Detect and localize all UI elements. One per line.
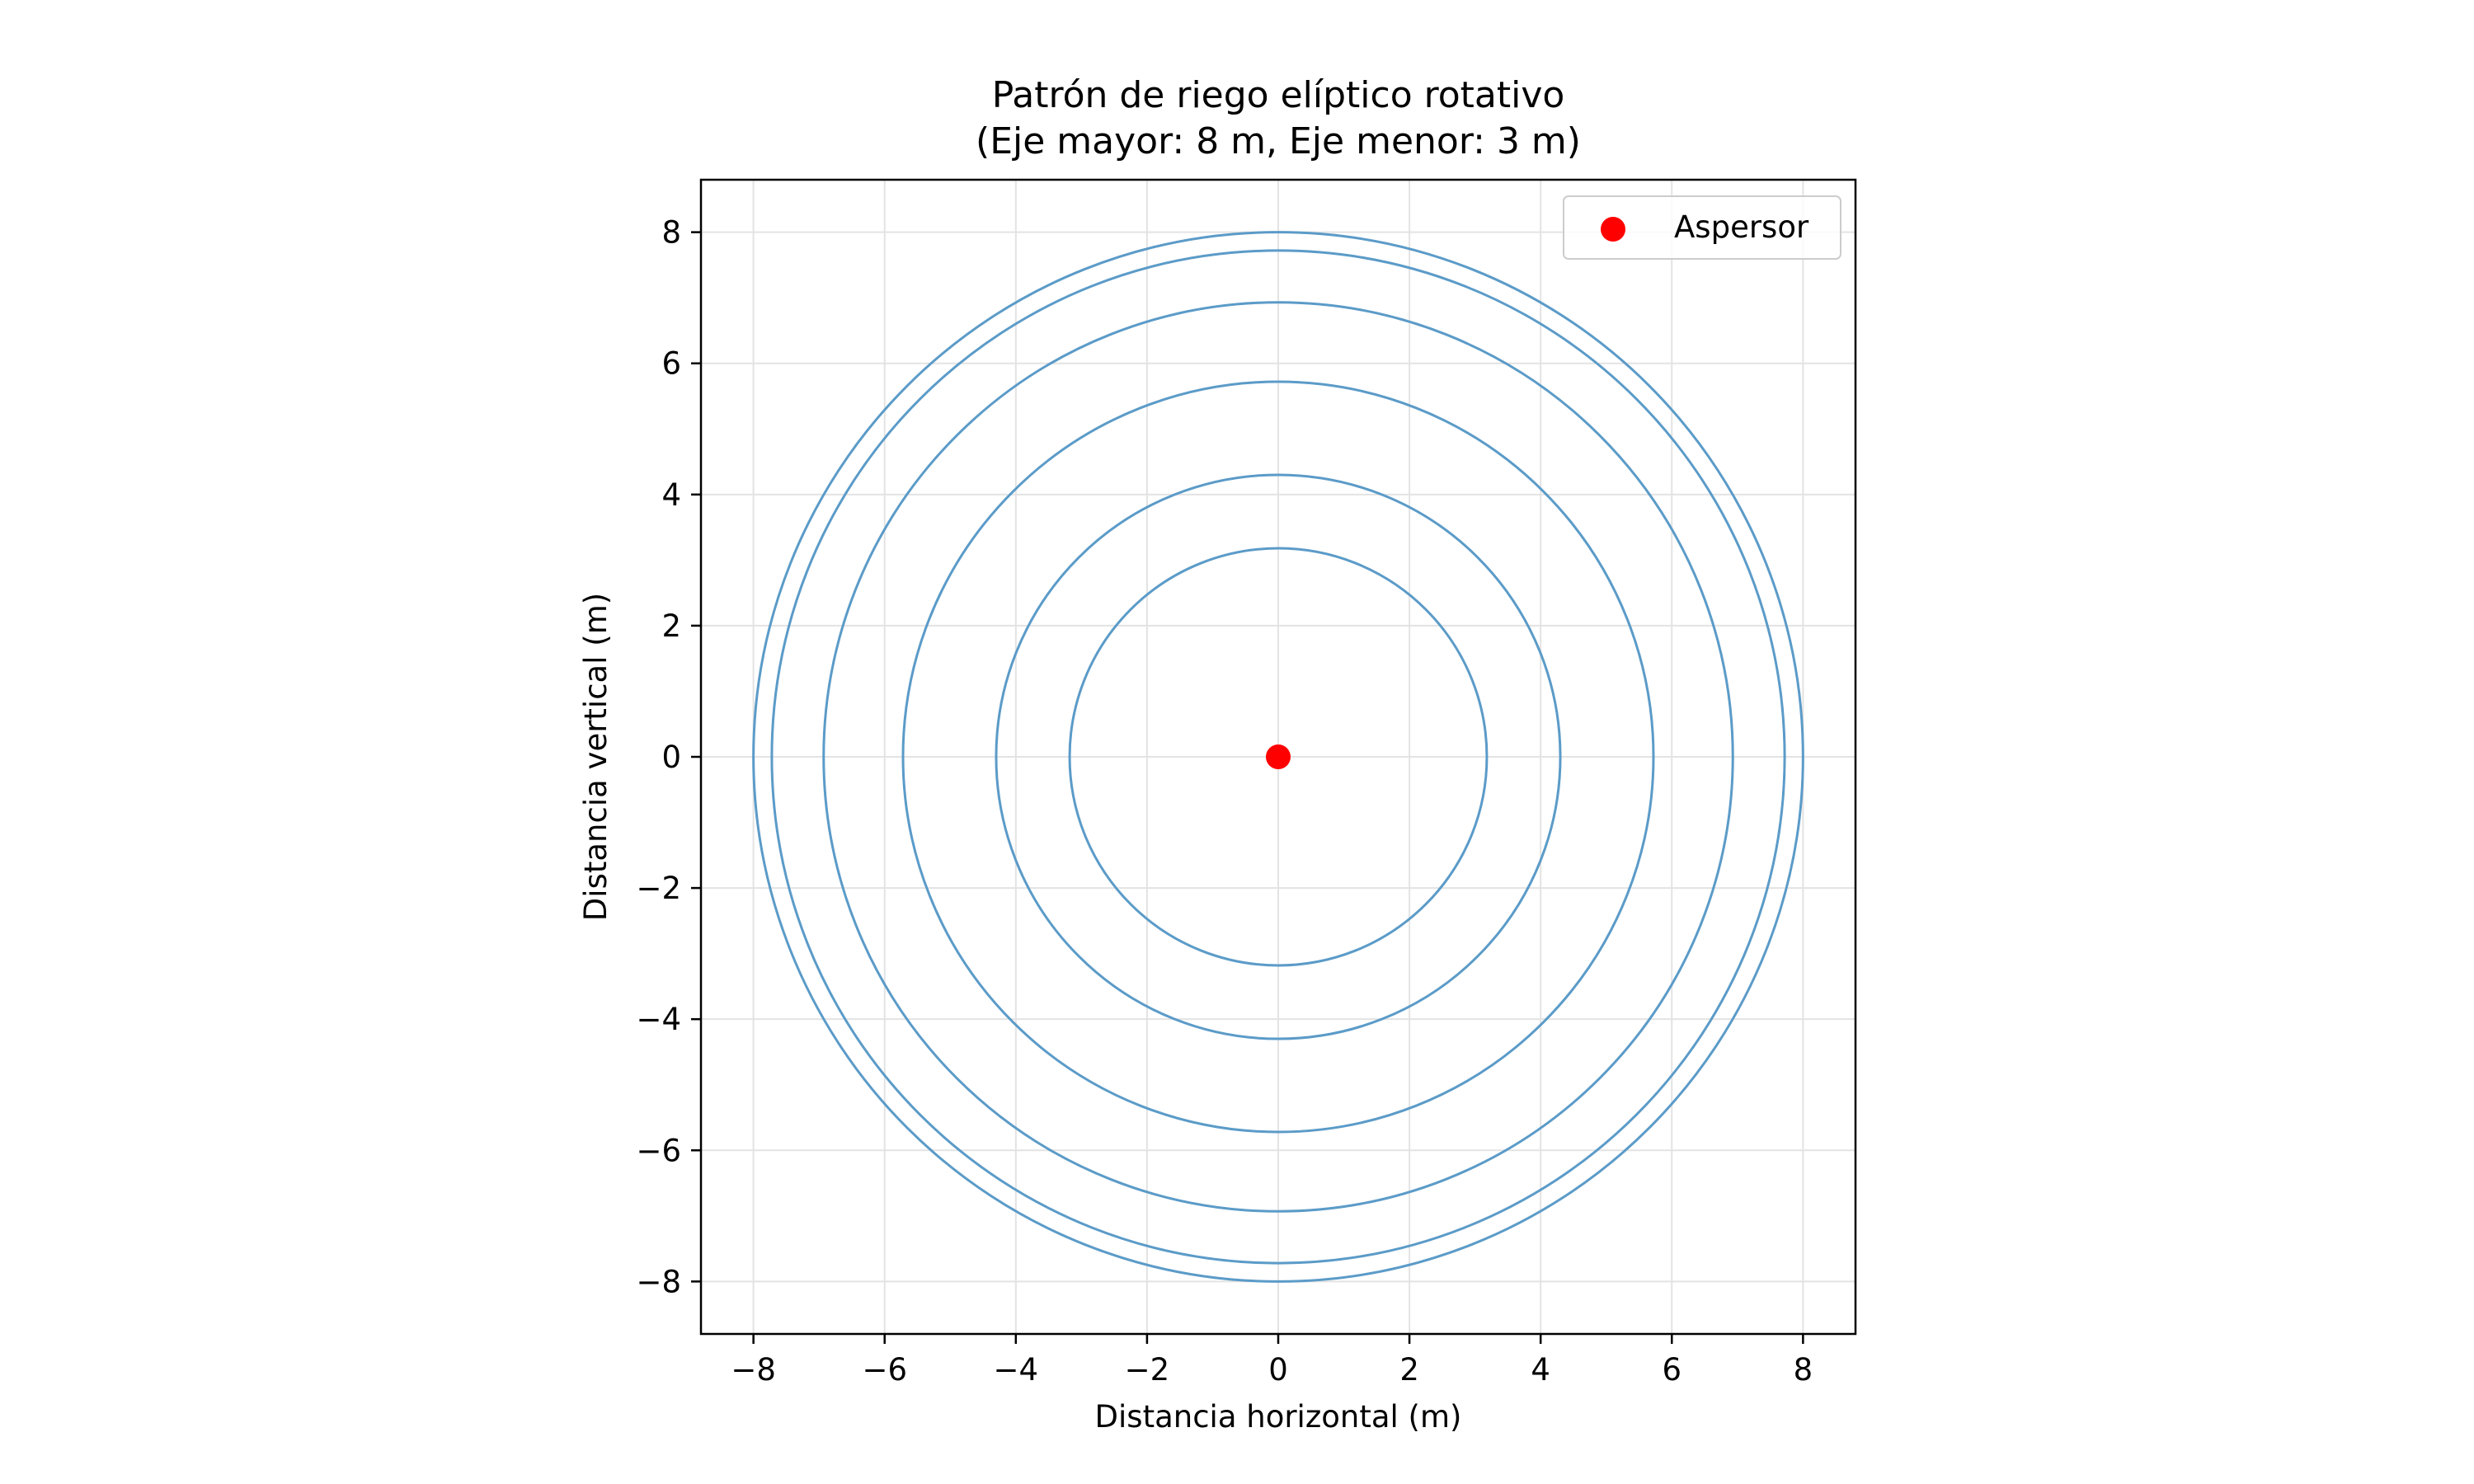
- series-circle: [901, 380, 1655, 1134]
- y-tick-label: −8: [636, 1264, 681, 1299]
- series-circle: [752, 231, 1804, 1283]
- legend: Aspersor: [1563, 195, 1841, 260]
- series-circle: [822, 301, 1734, 1213]
- y-tick-label: −4: [636, 1002, 681, 1037]
- legend-box: [1563, 195, 1841, 260]
- y-tick-label: 6: [661, 346, 681, 382]
- series-circle: [995, 473, 1562, 1040]
- x-axis-label: Distancia horizontal (m): [1095, 1399, 1462, 1435]
- y-tick-label: 0: [661, 740, 681, 775]
- data-point-aspersor: [1266, 744, 1291, 769]
- legend-label-aspersor: Aspersor: [1674, 209, 1809, 245]
- series-circle: [770, 249, 1786, 1265]
- x-tick-label: 0: [1268, 1352, 1288, 1388]
- x-axis-ticks: −8 −6 −4 −2 0 2 4 6 8: [731, 1334, 1813, 1388]
- y-tick-label: 4: [661, 477, 681, 513]
- x-tick-label: 4: [1531, 1352, 1550, 1388]
- series-circles: [752, 231, 1804, 1283]
- x-tick-label: −6: [862, 1352, 907, 1388]
- x-tick-label: −2: [1125, 1352, 1170, 1388]
- y-tick-label: 8: [661, 215, 681, 251]
- y-tick-label: 2: [661, 608, 681, 644]
- legend-marker-aspersor: [1601, 217, 1625, 242]
- series-circle: [1068, 547, 1489, 967]
- y-axis-label: Distancia vertical (m): [578, 593, 614, 921]
- x-tick-label: −4: [994, 1352, 1039, 1388]
- x-tick-label: 6: [1662, 1352, 1681, 1388]
- y-tick-label: −6: [636, 1133, 681, 1168]
- chart-title: Patrón de riego elíptico rotativo: [992, 74, 1565, 116]
- x-tick-label: −8: [731, 1352, 776, 1388]
- x-tick-label: 8: [1794, 1352, 1813, 1388]
- y-tick-label: −2: [636, 871, 681, 906]
- x-tick-label: 2: [1399, 1352, 1419, 1388]
- series-points: [1266, 744, 1291, 769]
- chart-subtitle: (Eje mayor: 8 m, Eje menor: 3 m): [976, 120, 1581, 162]
- y-axis-ticks: −8 −6 −4 −2 0 2 4 6 8: [636, 215, 701, 1299]
